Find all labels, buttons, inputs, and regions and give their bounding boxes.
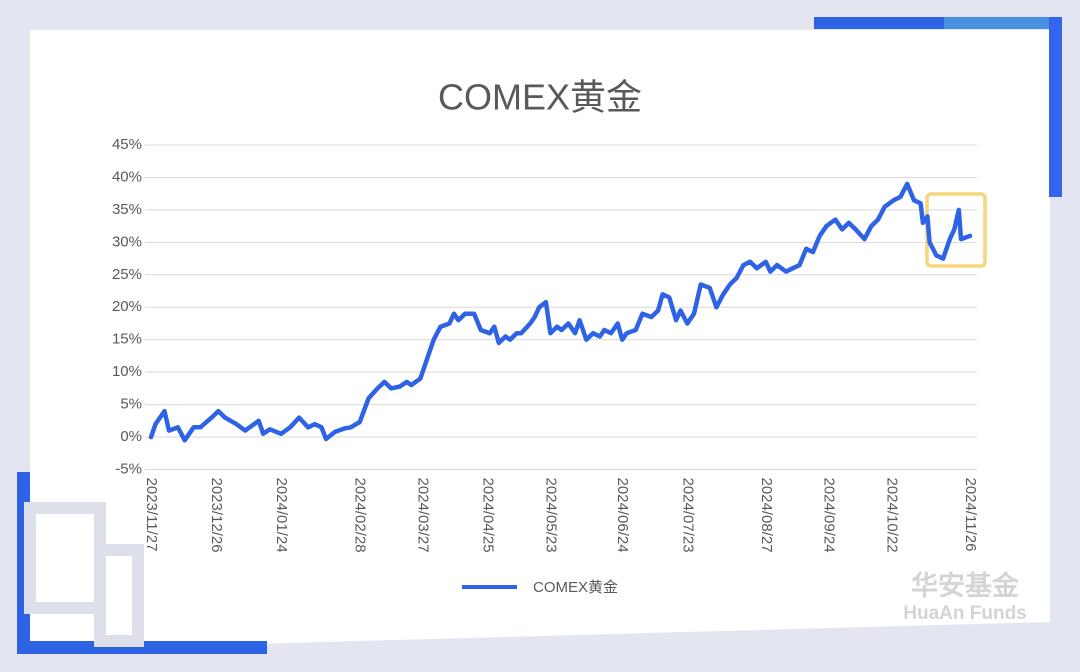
watermark: 华安基金 <box>911 570 1020 601</box>
x-tick-label: 2024/11/26 <box>962 478 979 552</box>
x-tick-label: 2024/04/25 <box>480 478 497 553</box>
x-tick-label: 2024/08/27 <box>758 478 775 553</box>
chart-title: COMEX黄金 <box>438 77 642 118</box>
y-tick-label: 25% <box>112 266 142 283</box>
x-tick-label: 2024/09/24 <box>821 478 838 553</box>
line <box>148 181 973 443</box>
x-tick-label: 2024/05/23 <box>542 478 559 553</box>
x-tick-label: 2023/11/27 <box>143 478 160 552</box>
y-tick-label: 20% <box>112 298 142 315</box>
y-tick-label: -5% <box>115 460 142 477</box>
decor <box>17 641 267 654</box>
y-tick-label: 35% <box>112 201 142 218</box>
y-tick-label: 40% <box>112 168 142 185</box>
y-tick-label: 10% <box>112 363 142 380</box>
x-tick-label: 2024/03/27 <box>415 478 432 553</box>
y-tick-label: 30% <box>112 233 142 250</box>
watermark: HuaAn Funds <box>903 603 1027 624</box>
x-tick-label: 2024/06/24 <box>614 478 631 553</box>
decor <box>814 17 944 29</box>
decor <box>94 544 144 647</box>
y-tick-label: 45% <box>112 136 142 153</box>
x-tick-label: 2024/02/28 <box>352 478 369 553</box>
x-tick-label: 2024/01/24 <box>273 478 290 553</box>
y-tick-label: 5% <box>120 396 142 413</box>
decor <box>1049 17 1062 197</box>
y-tick-label: 0% <box>120 428 142 445</box>
y-tick-label: 15% <box>112 331 142 348</box>
legend-label: COMEX黄金 <box>533 579 618 596</box>
x-tick-label: 2024/10/22 <box>883 478 900 553</box>
x-tick-label: 2024/07/23 <box>679 478 696 553</box>
x-tick-label: 2023/12/26 <box>208 478 225 553</box>
decor <box>944 17 1050 29</box>
